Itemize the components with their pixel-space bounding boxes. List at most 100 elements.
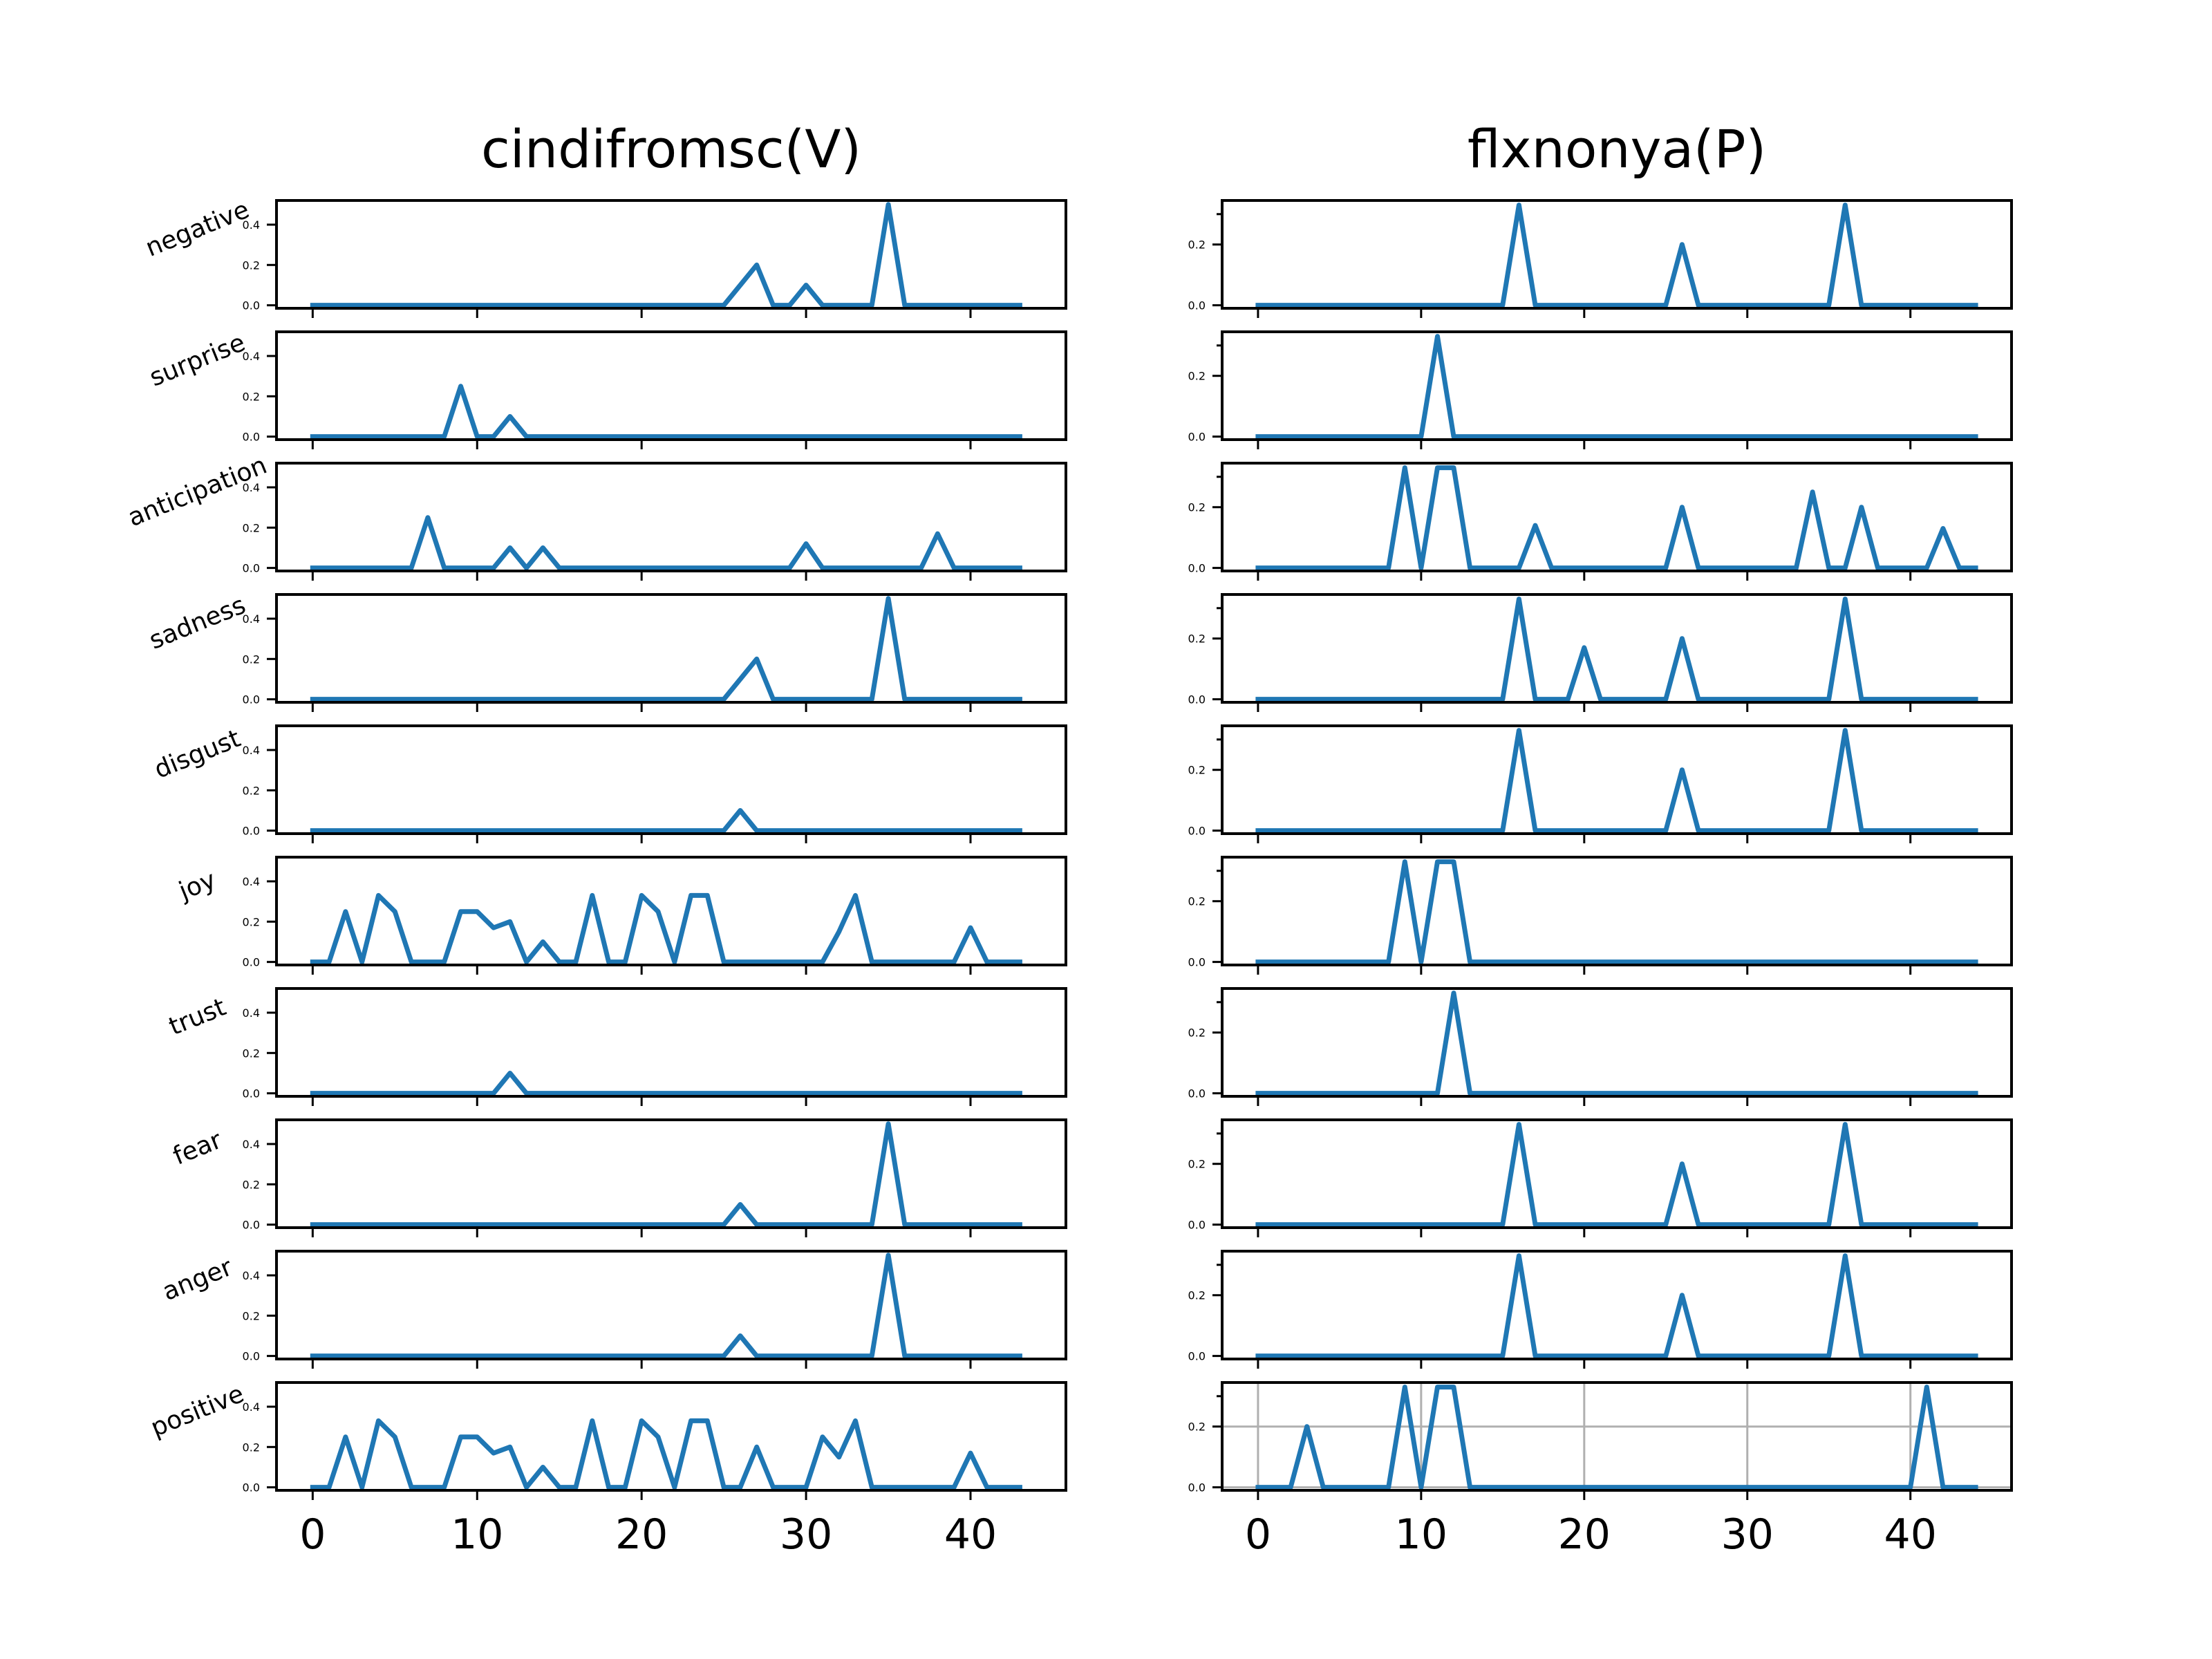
y-tick-label: 0.0 (243, 299, 260, 312)
subplot-surprise-1: 0.0 0.2 (1188, 330, 2013, 449)
x-tick-label: 10 (451, 1510, 503, 1559)
subplot-trust-1: 0.0 0.2 (1188, 987, 2013, 1106)
y-tick-label: 0.2 (1188, 1289, 1206, 1302)
axes-frame (1221, 856, 2013, 966)
subplot-joy-1: 0.0 0.2 (1188, 856, 2013, 975)
y-tick-label: 0.0 (243, 693, 260, 706)
subplot-positive-1: 0.0 0.2 0 10 20 30 40 (1188, 1381, 2013, 1559)
y-tick-label: 0.2 (1188, 370, 1206, 383)
x-tick-label: 40 (1884, 1510, 1937, 1559)
subplot-negative-1: 0.0 0.2 (1188, 199, 2013, 318)
y-tick-label: 0.0 (1188, 825, 1206, 838)
y-tick-label: 0.0 (1188, 956, 1206, 969)
y-tick-label: 0.0 (1188, 299, 1206, 312)
series-line-anger (1255, 1253, 1978, 1359)
y-tick-label: 0.0 (1188, 1350, 1206, 1363)
subplot-sadness-1: 0.0 0.2 (1188, 593, 2013, 712)
y-tick-label: 0.0 (243, 956, 260, 969)
y-tick-label: 0.2 (243, 784, 260, 797)
axes-frame (1221, 1250, 2013, 1360)
y-tick-label: 0.2 (243, 915, 260, 928)
axes-frame (275, 1118, 1067, 1229)
y-tick-label: 0.4 (243, 218, 260, 232)
x-tick-label: 30 (1721, 1510, 1774, 1559)
y-tick-label: 0.4 (243, 1138, 260, 1151)
y-tick-label: 0.0 (1188, 562, 1206, 575)
axes-frame (275, 330, 1067, 441)
x-tick-label: 0 (1245, 1510, 1271, 1559)
axes-frame (275, 724, 1067, 835)
column-title: cindifromsc(V) (481, 118, 861, 180)
series-line-anticipation (310, 515, 1022, 571)
y-tick-label: 0.0 (1188, 693, 1206, 706)
y-tick-label: 0.2 (1188, 1421, 1206, 1434)
y-tick-label: 0.0 (243, 825, 260, 838)
axes-frame (275, 856, 1067, 966)
series-line-disgust (1255, 728, 1978, 834)
y-tick-label: 0.0 (243, 431, 260, 444)
x-tick-label: 0 (299, 1510, 326, 1559)
axes-frame (1221, 199, 2013, 310)
y-tick-label: 0.0 (243, 1219, 260, 1232)
series-line-surprise (1255, 334, 1978, 440)
y-tick-label: 0.0 (1188, 1481, 1206, 1494)
y-tick-label: 0.0 (1188, 1219, 1206, 1232)
y-tick-label: 0.4 (243, 875, 260, 888)
y-tick-label: 0.2 (1188, 1158, 1206, 1171)
y-tick-label: 0.2 (243, 1178, 260, 1191)
axes-frame (1221, 330, 2013, 441)
y-tick-label: 0.0 (243, 562, 260, 575)
series-line-negative (1255, 203, 1978, 308)
y-tick-label: 0.4 (243, 1269, 260, 1282)
y-tick-label: 0.0 (243, 1087, 260, 1100)
axes-frame (1221, 724, 2013, 835)
x-tick-label: 20 (615, 1510, 668, 1559)
axes-frame (275, 199, 1067, 310)
series-line-trust (1255, 991, 1978, 1096)
y-tick-label: 0.0 (243, 1481, 260, 1494)
subplot-anger-1: 0.0 0.2 (1188, 1250, 2013, 1369)
y-tick-label: 0.2 (1188, 895, 1206, 908)
x-tick-label: 30 (780, 1510, 832, 1559)
y-tick-label: 0.0 (243, 1350, 260, 1363)
y-tick-label: 0.0 (1188, 431, 1206, 444)
y-tick-label: 0.4 (243, 744, 260, 757)
series-line-trust (310, 1071, 1022, 1096)
y-tick-label: 0.4 (243, 1006, 260, 1020)
axes-frame (1221, 987, 2013, 1098)
column-title: flxnonya(P) (1468, 118, 1766, 180)
series-line-anger (310, 1253, 1022, 1359)
y-tick-label: 0.2 (1188, 632, 1206, 646)
axes-frame (1221, 593, 2013, 704)
y-tick-label: 0.2 (243, 653, 260, 666)
y-tick-label: 0.4 (243, 612, 260, 626)
y-tick-label: 0.2 (243, 1047, 260, 1060)
y-tick-label: 0.4 (243, 481, 260, 494)
x-tick-label: 10 (1395, 1510, 1447, 1559)
subplot-fear-1: 0.0 0.2 (1188, 1118, 2013, 1237)
series-line-negative (310, 202, 1022, 308)
y-tick-label: 0.2 (243, 259, 260, 272)
subplot-disgust-1: 0.0 0.2 (1188, 724, 2013, 843)
axes-frame (275, 593, 1067, 704)
series-line-fear (310, 1121, 1022, 1228)
series-line-positive (310, 1418, 1022, 1490)
series-line-positive (1255, 1385, 1978, 1490)
y-tick-label: 0.0 (1188, 1087, 1206, 1100)
series-line-sadness (1255, 597, 1978, 702)
series-line-joy (1255, 859, 1978, 965)
y-tick-label: 0.4 (243, 1400, 260, 1414)
axes-frame (275, 462, 1067, 572)
y-tick-label: 0.4 (243, 350, 260, 363)
axes-frame (275, 1381, 1067, 1492)
y-tick-label: 0.2 (243, 521, 260, 534)
axes-frame (1221, 1381, 2013, 1492)
series-line-disgust (310, 808, 1022, 834)
y-tick-label: 0.2 (243, 1441, 260, 1454)
axes-frame (1221, 462, 2013, 572)
x-tick-label: 40 (944, 1510, 997, 1559)
axes-frame (275, 987, 1067, 1098)
axes-frame (275, 1250, 1067, 1360)
